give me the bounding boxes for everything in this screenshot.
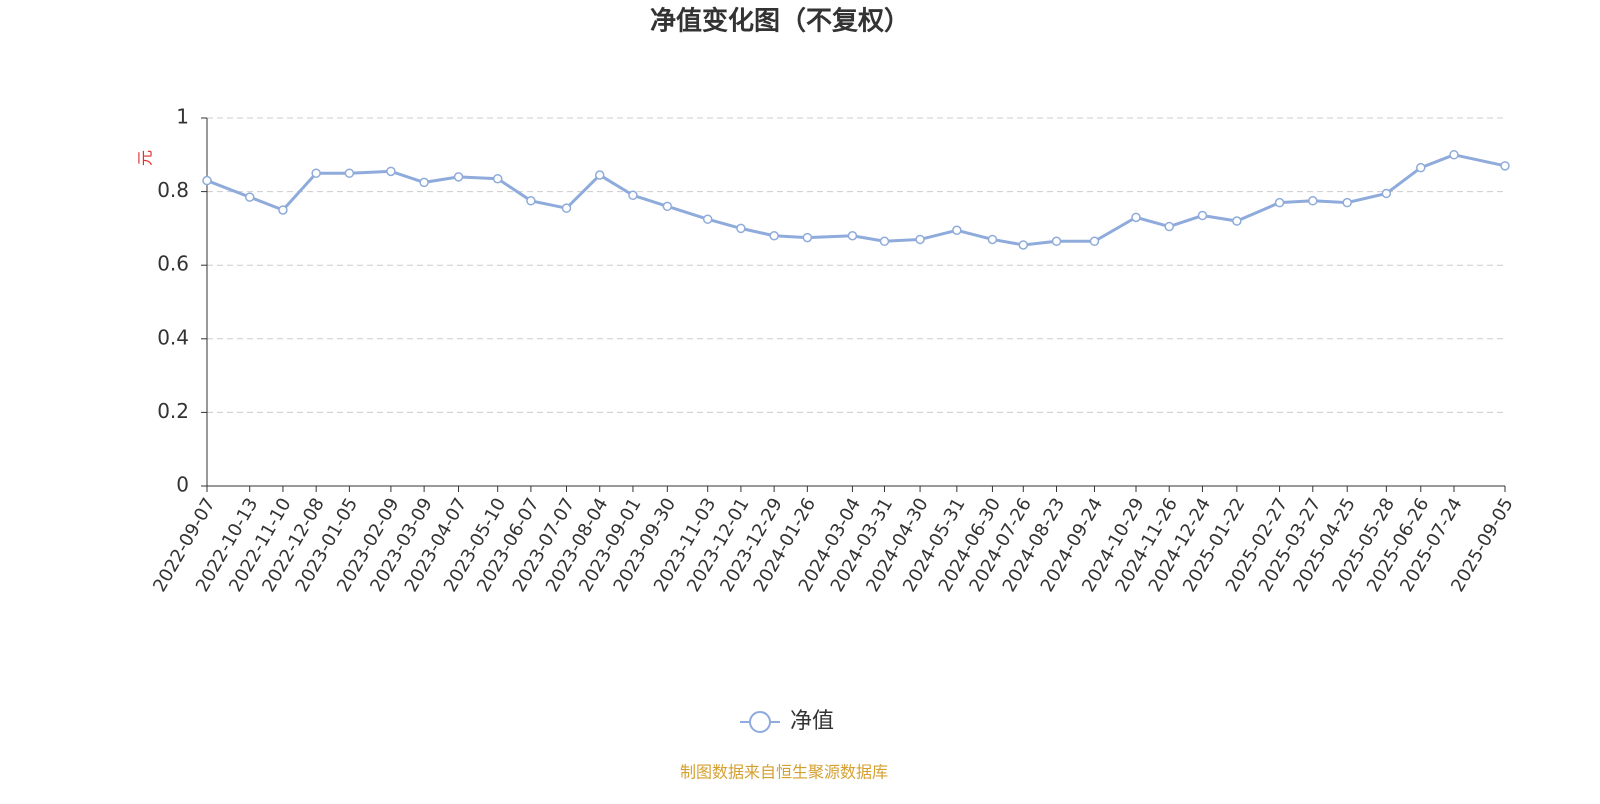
point <box>915 234 925 245</box>
point <box>526 196 536 206</box>
point <box>344 168 355 178</box>
point <box>802 232 813 243</box>
point <box>1018 240 1029 250</box>
point <box>769 231 779 241</box>
point <box>628 190 638 201</box>
point <box>952 225 962 235</box>
point <box>1164 221 1174 232</box>
point <box>492 173 503 184</box>
y-axis-label: 元 <box>136 150 155 166</box>
point <box>1274 197 1285 208</box>
point <box>419 177 429 188</box>
point <box>561 203 572 213</box>
point <box>244 192 255 202</box>
point <box>1416 162 1426 173</box>
legend-marker <box>749 711 771 733</box>
point <box>1051 236 1062 247</box>
point <box>1197 210 1208 221</box>
point <box>1089 236 1100 247</box>
point <box>453 172 464 182</box>
y-tick-label: 0.2 <box>157 399 189 423</box>
point <box>736 223 746 234</box>
point <box>879 236 890 247</box>
source-note: 制图数据来自恒生聚源数据库 <box>680 763 888 782</box>
y-tick-label: 0.6 <box>157 252 189 276</box>
y-tick-label: 0.4 <box>157 325 189 349</box>
legend-label[interactable]: 净值 <box>790 709 834 734</box>
point <box>1381 188 1392 199</box>
point <box>278 205 288 215</box>
point <box>311 168 321 178</box>
point <box>1308 196 1318 206</box>
point <box>202 175 212 186</box>
point <box>594 170 605 180</box>
chart-title: 净值变化图（不复权） <box>650 6 910 37</box>
point <box>847 231 858 241</box>
point <box>702 214 713 224</box>
point <box>386 166 396 177</box>
point <box>1342 197 1352 208</box>
y-tick-label: 1 <box>176 105 189 129</box>
y-tick-label: 0 <box>176 473 189 497</box>
y-tick-label: 0.8 <box>157 178 189 202</box>
point <box>1131 212 1141 223</box>
point <box>1232 216 1242 226</box>
point <box>1449 150 1459 160</box>
point <box>1500 161 1510 171</box>
point <box>987 234 998 245</box>
point <box>662 201 673 212</box>
